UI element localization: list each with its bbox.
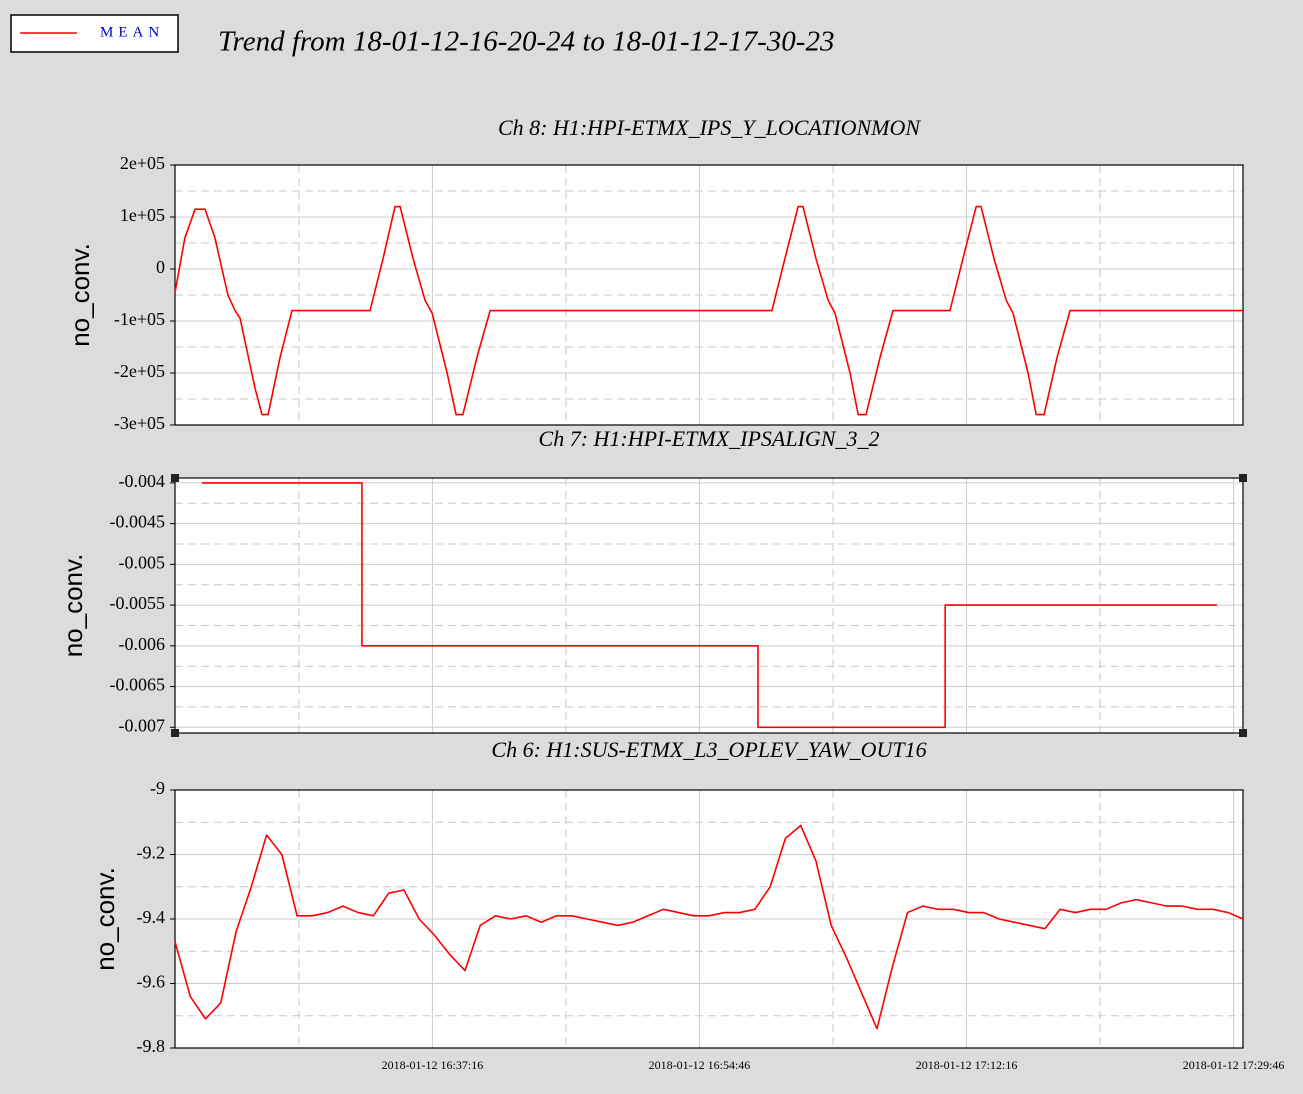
y-tick-label: -0.004 — [119, 471, 166, 491]
selection-handle — [171, 729, 179, 737]
series-line — [201, 482, 1218, 729]
x-tick-label: 2018-01-12 17:29:46 — [1183, 1058, 1285, 1072]
y-axis-label: no_conv. — [90, 867, 120, 971]
y-tick-label: -9.4 — [137, 907, 166, 927]
series-line — [174, 205, 1243, 416]
panel-title: Ch 6: H1:SUS-ETMX_L3_OPLEV_YAW_OUT16 — [491, 737, 926, 762]
x-tick-label: 2018-01-12 17:12:16 — [916, 1058, 1018, 1072]
y-tick-label: -9.8 — [137, 1036, 166, 1056]
y-axis-label: no_conv. — [58, 554, 88, 658]
y-tick-label: 1e+05 — [120, 205, 165, 225]
page-title: Trend from 18-01-12-16-20-24 to 18-01-12… — [218, 26, 834, 58]
y-tick-label: -2e+05 — [114, 361, 165, 381]
selection-handle — [171, 474, 179, 482]
series-line — [174, 824, 1244, 1030]
selection-handle — [1239, 729, 1247, 737]
y-tick-label: -0.006 — [119, 634, 166, 654]
y-tick-label: 2e+05 — [120, 153, 165, 173]
y-tick-label: -0.0065 — [110, 675, 166, 695]
y-tick-label: -0.007 — [119, 715, 166, 735]
y-tick-label: -3e+05 — [114, 413, 165, 433]
plot-frame — [174, 164, 1244, 426]
y-tick-label: -9 — [150, 778, 165, 798]
selection-handle — [1239, 474, 1247, 482]
panel-title: Ch 7: H1:HPI-ETMX_IPSALIGN_3_2 — [539, 426, 880, 451]
panel-title: Ch 8: H1:HPI-ETMX_IPS_Y_LOCATIONMON — [498, 115, 921, 140]
y-tick-label: -1e+05 — [114, 309, 165, 329]
y-tick-label: -0.005 — [119, 552, 166, 572]
y-tick-label: -9.6 — [137, 972, 166, 992]
plot-frame — [174, 477, 1244, 734]
y-tick-label: -0.0045 — [110, 512, 166, 532]
x-tick-label: 2018-01-12 16:54:46 — [649, 1058, 751, 1072]
y-tick-label: 0 — [156, 257, 165, 277]
x-tick-label: 2018-01-12 16:37:16 — [382, 1058, 484, 1072]
y-tick-label: -0.0055 — [110, 593, 166, 613]
y-tick-label: -9.2 — [137, 843, 166, 863]
y-axis-label: no_conv. — [65, 243, 95, 347]
legend-label: MEAN — [100, 24, 164, 40]
